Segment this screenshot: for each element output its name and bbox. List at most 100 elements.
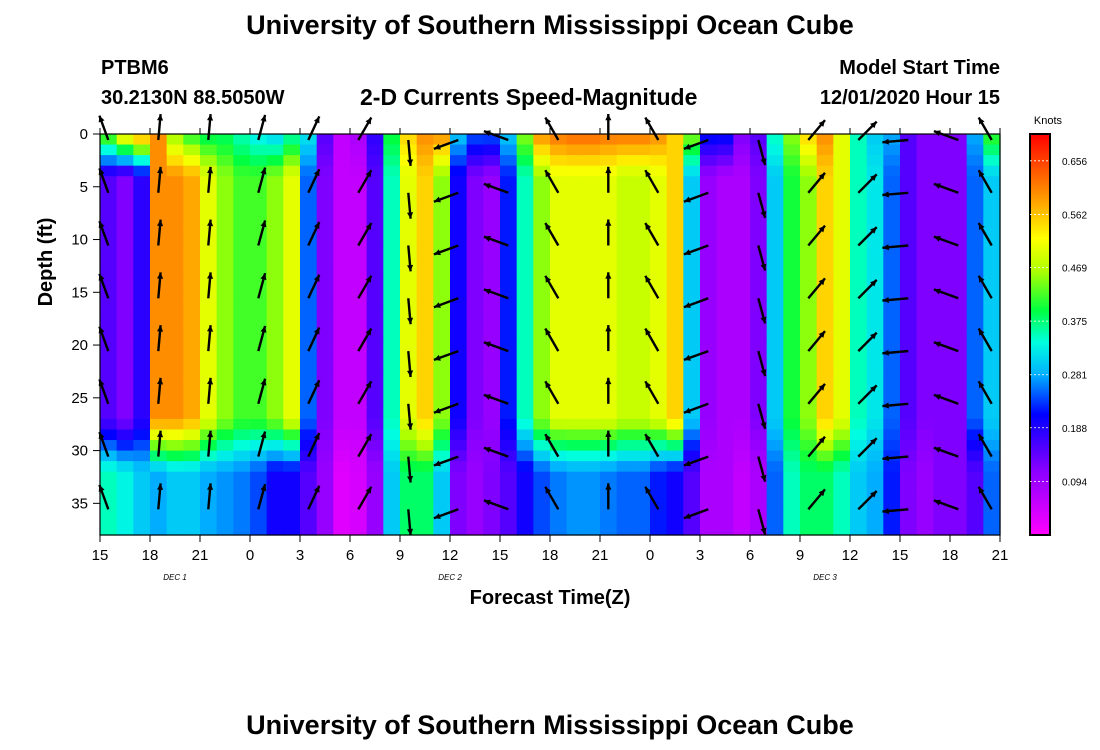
heatmap-cell [483,323,501,336]
heatmap-cell [416,345,434,357]
heatmap-cell [433,292,451,304]
heatmap-cell [150,513,168,526]
heatmap-cell [666,429,684,441]
current-vector [933,182,959,194]
current-vector [207,483,214,510]
heatmap-cell [466,260,484,272]
colorbar: Knots 0.6560.5620.4690.3750.2810.1880.09… [1029,115,1087,536]
heatmap-cell [400,450,418,462]
heatmap-cell [216,281,234,293]
heatmap-cell [216,503,234,515]
heatmap-cell [550,302,568,314]
heatmap-cell [166,387,184,399]
heatmap-cell [683,134,701,146]
heatmap-cell [516,513,534,526]
heatmap-cell [616,176,634,188]
heatmap-cell [983,323,1001,336]
heatmap-cell [966,323,984,336]
x-axis-label: Forecast Time(Z) [470,587,631,609]
heatmap-cell [816,134,834,146]
heatmap-cell [566,144,584,156]
heatmap-cell [450,461,468,473]
current-vector [307,432,321,458]
heatmap-cell [166,134,184,146]
heatmap-cell [533,408,551,420]
heatmap-cell [933,524,951,536]
heatmap-cell [216,440,234,452]
heatmap-cell [466,355,484,367]
heatmap-cell [150,313,168,325]
heatmap-cell [383,144,401,156]
heatmap-cell [916,250,934,262]
heatmap-cell [350,218,368,230]
heatmap-cell [266,176,284,188]
heatmap-cell [600,313,618,325]
heatmap-cell [516,239,534,251]
current-vector [157,377,164,404]
heatmap-cell [850,250,868,262]
heatmap-cell [283,218,301,230]
heatmap-cell [800,461,818,473]
heatmap-cell [716,165,734,177]
heatmap-cell [500,165,518,177]
heatmap-cell [116,513,134,526]
heatmap-cell [100,471,118,483]
heatmap-cell [800,281,818,293]
heatmap-cell [466,492,484,504]
heatmap-cell [166,408,184,420]
model-start-value: 12/01/2020 Hour 15 [819,87,1000,109]
heatmap-cell [250,471,268,483]
heatmap-cell [916,524,934,536]
heatmap-cell [816,271,834,283]
heatmap-cell [633,134,651,146]
y-tick-label: 5 [80,179,88,196]
heatmap-cell [883,408,901,420]
heatmap-cell [833,429,851,441]
current-vector [857,226,878,247]
current-vector [933,446,959,458]
heatmap-cell [316,250,334,262]
heatmap-cell [216,366,234,378]
current-vector [207,113,214,141]
heatmap-cell [816,397,834,409]
heatmap-cell [683,408,701,420]
heatmap-cell [783,302,801,314]
heatmap-cell [666,260,684,272]
heatmap-cell [916,186,934,198]
heatmap-cell [350,461,368,473]
heatmap-cell [433,155,451,167]
heatmap-cell [650,524,668,536]
heatmap-cell [516,281,534,293]
heatmap-cell [683,429,701,441]
heatmap-cell [483,186,501,198]
heatmap-cell [750,429,768,441]
heatmap-cell [733,334,751,346]
heatmap-cell [916,408,934,420]
heatmap-cell [783,524,801,536]
heatmap-cell [683,471,701,483]
heatmap-cell [533,492,551,504]
heatmap-cell [683,155,701,167]
current-vector [882,244,909,251]
heatmap-cell [500,228,518,241]
heatmap-cell [116,207,134,220]
heatmap-cell [383,197,401,209]
heatmap-cell [916,271,934,283]
day-label: DEC 1 [163,573,187,582]
heatmap-cell [183,355,201,367]
current-vector [683,244,709,256]
current-vector [433,455,459,467]
heatmap-cell [583,513,601,526]
heatmap-cell [966,260,984,272]
heatmap-cell [183,471,201,483]
heatmap-cell [316,387,334,399]
heatmap-cell [766,260,784,272]
heatmap-cell [766,366,784,378]
heatmap-cell [883,482,901,494]
heatmap-cell [416,492,434,504]
heatmap-cell [933,492,951,504]
heatmap-cell [733,207,751,220]
heatmap-cell [400,334,418,346]
heatmap-cell [683,186,701,198]
heatmap-cell [466,418,484,431]
